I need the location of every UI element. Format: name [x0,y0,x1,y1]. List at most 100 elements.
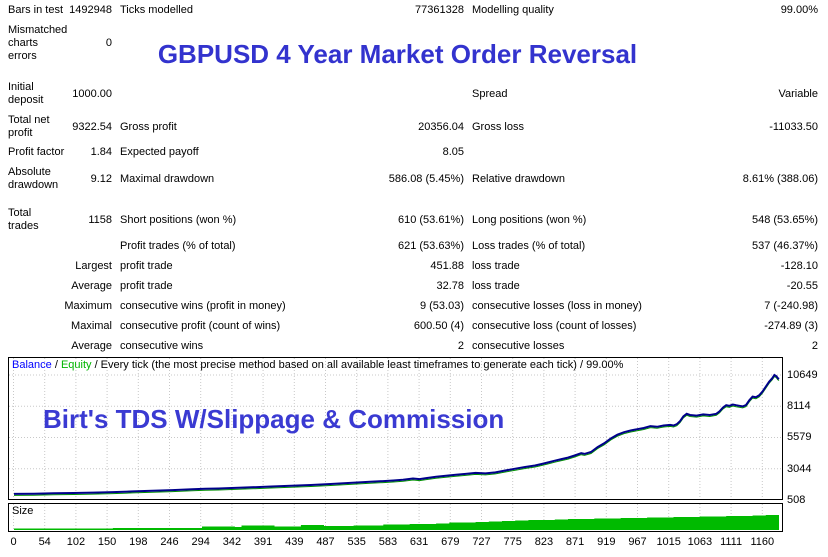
x-axis-label: 679 [441,536,460,548]
x-axis-label: 583 [378,536,398,548]
table-row: Maximum consecutive wins (profit in mone… [8,299,820,313]
legend-separator: / [51,359,61,371]
stat-label: Maximal drawdown [120,172,215,185]
stat-value: -20.55 [786,280,818,292]
table-row: Maximal consecutive profit (count of win… [8,319,820,333]
table-row: Average consecutive wins 2 consecutive lo… [8,339,820,353]
x-axis-label: 1111 [720,536,743,548]
stat-value: 451.88 [430,260,464,272]
stat-label: Profit trades (% of total) [120,240,236,252]
stat-value: 8.61% (388.06) [742,172,818,185]
stat-value: 610 (53.61%) [397,213,464,226]
stat-value: 8.05 [442,146,464,158]
stat-value: 9.12 [90,172,112,185]
table-row: Total trades 1158 Short positions (won %)… [8,206,820,233]
stat-value: Maximal [71,320,112,332]
x-axis-label: 1160 [750,536,775,548]
legend-balance: Balance [12,359,52,371]
balance-equity-plot [9,358,782,499]
stat-label: consecutive wins [120,340,204,352]
equity-curve [13,375,780,496]
stat-label: loss trade [472,260,520,272]
stat-label: consecutive losses [472,340,565,352]
stat-value: 77361328 [415,4,464,16]
stat-label: Gross profit [120,120,177,133]
stat-label: Mismatched charts errors [8,23,68,62]
backtest-report-table: Bars in test 1492948 Ticks modelled 773613… [8,0,820,353]
legend-equity: Equity [60,359,92,371]
stat-label: Absolute drawdown [8,165,59,191]
x-axis-label: 1063 [687,536,713,548]
table-row: Absolute drawdown 9.12 Maximal drawdown 58… [8,165,820,192]
x-axis-label: 342 [222,536,242,548]
stat-value: 2 [457,340,464,352]
balance-curve [13,373,780,495]
stat-label: Profit factor [8,145,65,158]
stat-label: Expected payoff [120,146,199,158]
x-axis-label: 391 [253,536,273,548]
x-axis-label: 967 [628,536,647,548]
stat-value: 9322.54 [72,120,112,133]
stat-value: 0 [105,37,112,49]
stat-label: Ticks modelled [120,4,193,16]
stat-value: 1.84 [90,146,112,158]
x-axis-label: 54 [38,536,51,548]
legend-method: / Every tick (the most precise method ba… [91,359,624,371]
x-axis-label: 1015 [656,536,681,548]
stat-label: Long positions (won %) [472,213,587,226]
stat-label: Gross loss [472,120,524,133]
balance-chart-panel: Balance / Equity / Every tick (the most … [8,357,783,500]
stat-label: profit trade [120,260,173,272]
x-axis-label: 871 [565,536,585,548]
stat-value: Maximum [64,300,112,312]
size-panel-label: Size [12,505,34,517]
trade-size-plot [13,504,779,531]
table-row: Total net profit 9322.54 Gross profit 2035… [8,113,820,140]
stat-value: 600.50 (4) [413,320,464,332]
x-axis-label: 294 [191,536,210,548]
x-axis-label: 919 [597,536,616,548]
stat-value: 537 (46.37%) [751,240,818,252]
stat-value: -274.89 (3) [764,320,818,332]
x-axis-label: 0 [10,536,17,548]
stat-label: Modelling quality [472,4,554,16]
x-axis-label: 198 [129,536,148,548]
stat-value: 586.08 (5.45%) [388,172,464,185]
stat-value: 1000.00 [72,87,112,100]
x-axis-label: 150 [97,536,117,548]
x-axis-label: 631 [409,536,429,548]
y-axis-label: 10649 [787,369,818,381]
stat-value: 9 (53.03) [419,300,464,312]
balance-chart: Balance / Equity / Every tick (the most … [0,357,828,557]
stat-value: 1492948 [69,4,112,16]
table-row: Mismatched charts errors 0 [8,23,820,63]
x-axis-label: 823 [534,536,554,548]
stat-value: 2 [811,340,818,352]
size-panel: Size [8,503,783,532]
stat-label: consecutive loss (count of losses) [472,320,637,332]
table-row: Profit factor 1.84 Expected payoff 8.05 [8,145,820,159]
stat-value: 32.78 [436,280,464,292]
table-row: Average profit trade 32.78 loss trade -20.… [8,279,820,293]
y-axis-label: 508 [787,494,806,506]
stat-label: profit trade [120,280,173,292]
table-row: Bars in test 1492948 Ticks modelled 773613… [8,3,820,17]
x-axis-label: 487 [316,536,335,548]
stat-label: Initial deposit [8,80,44,106]
x-axis-label: 439 [285,536,304,548]
x-axis-label: 246 [160,536,179,548]
stat-label: Relative drawdown [472,172,565,185]
stat-value: Largest [75,260,112,272]
size-area [14,515,779,530]
stat-value: Variable [778,87,818,100]
stat-label: Total net profit [8,113,50,139]
stat-label: consecutive losses (loss in money) [472,300,642,312]
stat-value: 548 (53.65%) [751,213,818,226]
stat-value: 7 (-240.98) [764,300,818,312]
stat-label: Spread [472,87,508,100]
stat-label: Short positions (won %) [120,213,237,226]
table-row: Profit trades (% of total) 621 (53.63%) L… [8,239,820,253]
stat-value: 1158 [88,213,112,226]
report-title: GBPUSD 4 Year Market Order Reversal [157,39,638,69]
y-axis-label: 8114 [787,400,811,412]
